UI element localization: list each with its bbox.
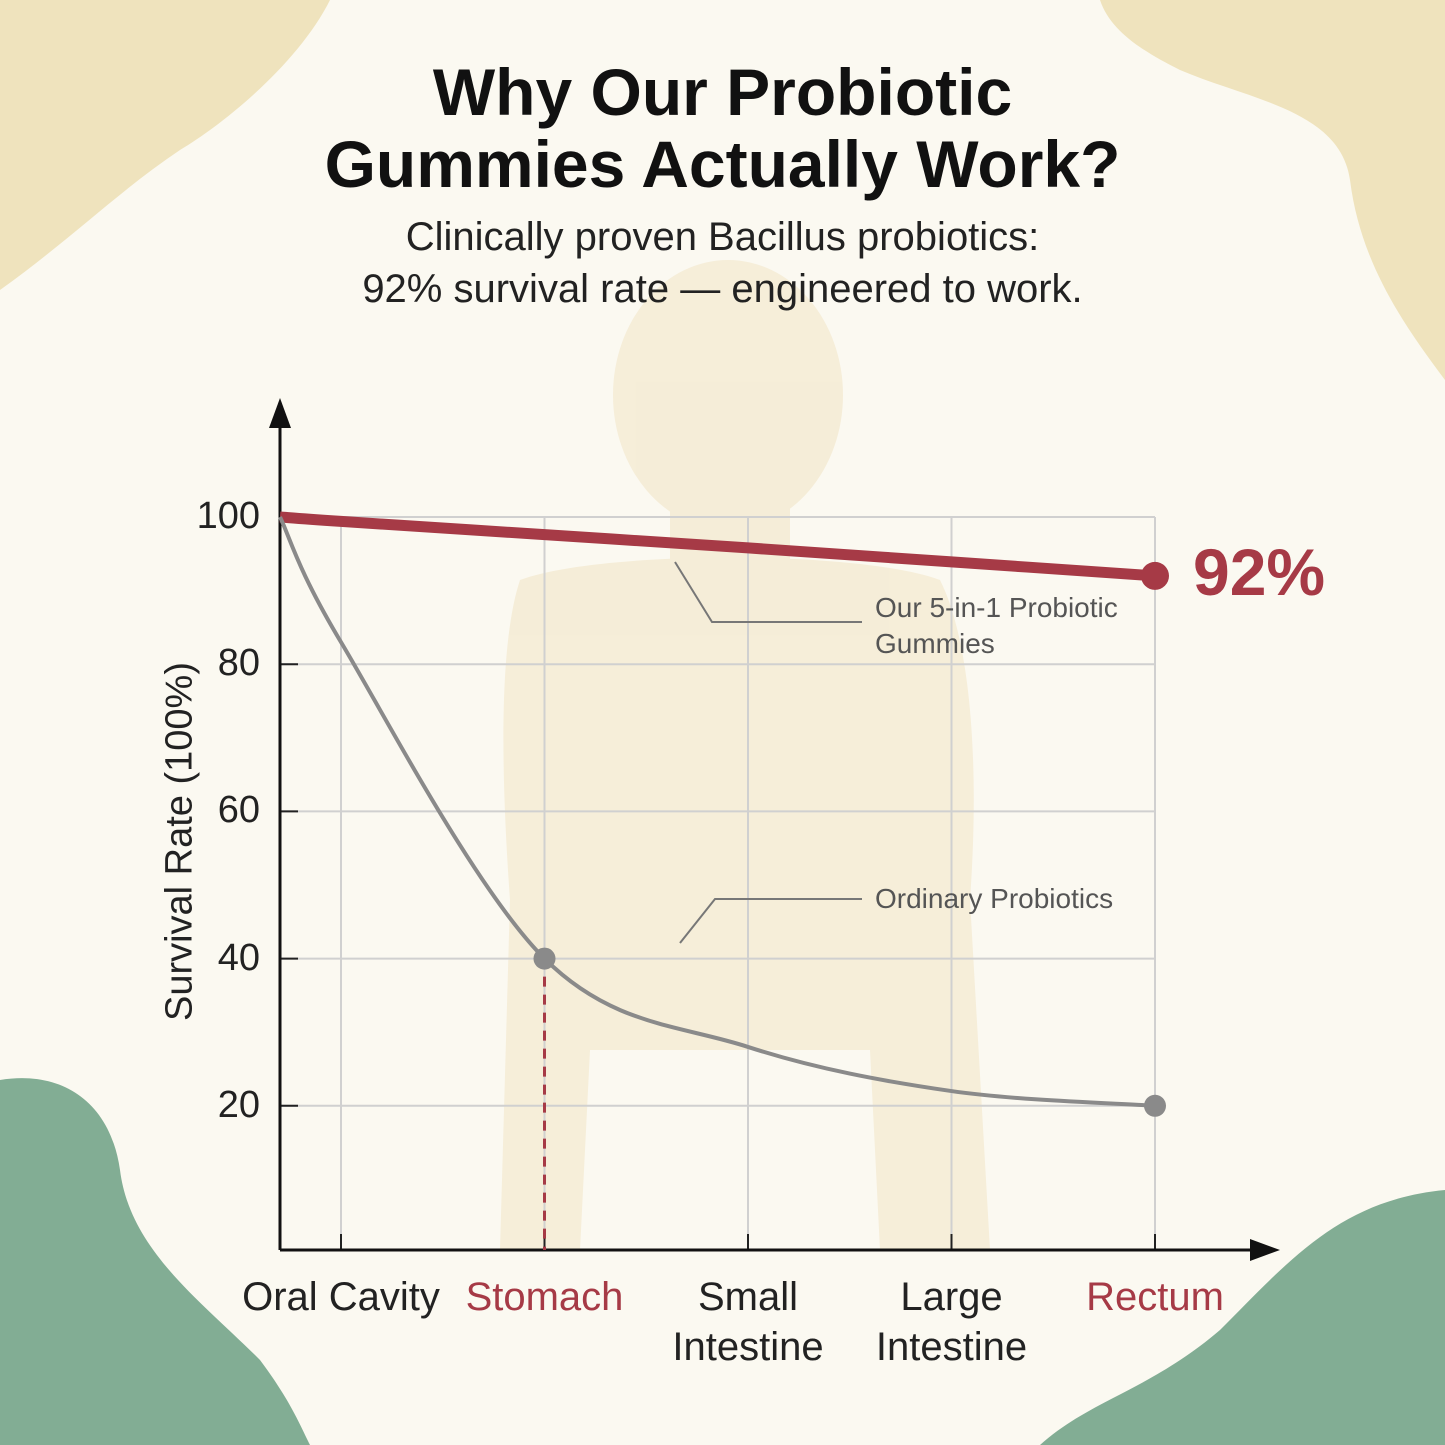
leader-line bbox=[679, 898, 862, 944]
y-axis-arrow bbox=[269, 398, 291, 428]
y-tick-label: 20 bbox=[217, 1083, 260, 1126]
legend-label: Our 5-in-1 Probiotic Gummies bbox=[875, 592, 1118, 659]
point bbox=[533, 947, 556, 970]
blob bbox=[0, 1078, 310, 1445]
x-tick-label: Rectum bbox=[1086, 1275, 1224, 1319]
x-tick-label: Oral Cavity bbox=[242, 1275, 440, 1319]
blob bbox=[0, 0, 330, 290]
y-tick-label: 80 bbox=[217, 642, 260, 685]
series-line bbox=[279, 511, 1156, 582]
value-label: 92% bbox=[1193, 534, 1326, 609]
subtitle: Clinically proven Bacillus probiotics: bbox=[405, 215, 1040, 259]
x-axis-arrow bbox=[1250, 1239, 1280, 1261]
y-tick-label: 60 bbox=[217, 789, 260, 832]
blob bbox=[1040, 1190, 1445, 1445]
leader-line bbox=[674, 561, 862, 623]
chart-title: Gummies Actually Work? bbox=[324, 127, 1121, 201]
silhouette bbox=[500, 260, 990, 1250]
chart-title: Why Our Probiotic bbox=[432, 55, 1013, 129]
legend-label: Ordinary Probiotics bbox=[875, 883, 1114, 914]
blob bbox=[1100, 0, 1445, 380]
y-tick-label: 40 bbox=[217, 936, 260, 979]
point bbox=[1141, 561, 1169, 590]
subtitle: 92% survival rate — engineered to work. bbox=[362, 267, 1083, 311]
y-tick-label: 100 bbox=[196, 495, 260, 537]
x-tick-label: Stomach bbox=[465, 1275, 624, 1319]
series-line bbox=[278, 516, 1156, 1108]
x-tick-label: Small Intestine bbox=[672, 1275, 824, 1369]
y-axis-label: Survival Rate (100%) bbox=[158, 661, 201, 1022]
x-tick-label: Large Intestine bbox=[875, 1275, 1028, 1369]
point bbox=[1144, 1094, 1166, 1117]
